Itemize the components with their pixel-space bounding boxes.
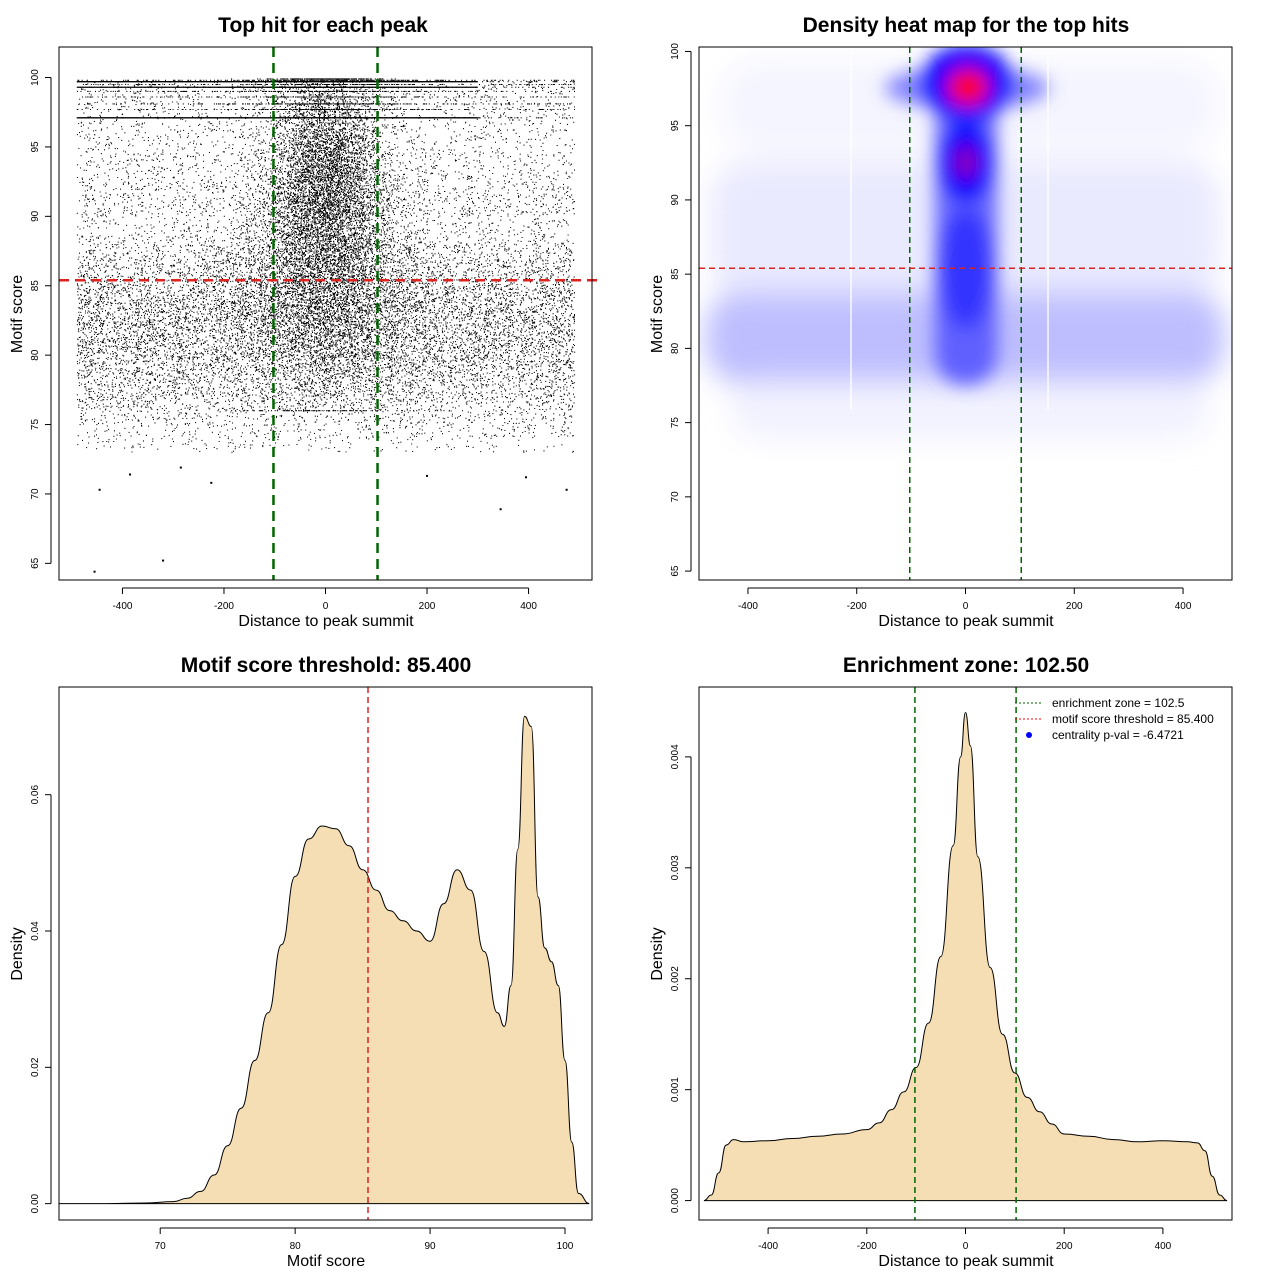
heatmap-plot-box: [698, 46, 1233, 581]
scatter-outlier-point: [426, 474, 429, 477]
panel-score-density: Motif score threshold: 85.400 Motif scor…: [9, 654, 593, 1270]
score-density-x-axis: 70 80 90 100: [155, 1227, 574, 1252]
scatter-y-tick-label: 85: [30, 280, 41, 292]
distance-density-x-tick-label: 400: [1155, 1241, 1172, 1252]
heatmap-x-tick-label: -400: [738, 601, 758, 612]
distance-density-x-tick-label: -400: [758, 1241, 778, 1252]
scatter-outlier-point: [179, 466, 182, 469]
distance-density-y-axis: 0.000 0.001 0.002 0.003 0.004: [670, 744, 692, 1213]
distance-density-plot-box: [698, 686, 1233, 1221]
score-density-y-tick-label: 0.06: [30, 785, 41, 805]
scatter-x-tick-label: 400: [520, 601, 537, 612]
scatter-outlier-point: [565, 488, 568, 491]
distance-density-y-tick-label: 0.003: [670, 855, 681, 880]
scatter-x-tick-label: -200: [214, 601, 234, 612]
score-density-plot-box: [58, 686, 593, 1221]
scatter-outlier-point: [525, 476, 528, 479]
score-density-y-axis: 0.00 0.02 0.04 0.06: [30, 785, 52, 1213]
heatmap-x-tick-label: 400: [1175, 601, 1192, 612]
heatmap-x-axis: -400 -200 0 200 400: [738, 587, 1192, 612]
score-density-x-tick-label: 90: [425, 1241, 437, 1252]
scatter-y-tick-label: 90: [30, 210, 41, 222]
heatmap-xlabel: Distance to peak summit: [878, 613, 1054, 630]
scatter-y-axis: 65 70 75 80 85 90 95 100: [30, 69, 52, 569]
scatter-plot-box: [58, 46, 593, 581]
distance-density-xlabel: Distance to peak summit: [878, 1253, 1054, 1270]
score-density-xlabel: Motif score: [287, 1253, 365, 1270]
scatter-y-tick-label: 80: [30, 349, 41, 361]
heatmap-ylabel: Motif score: [649, 275, 666, 353]
heatmap-y-tick-label: 80: [670, 342, 681, 354]
scatter-y-tick-label: 95: [30, 141, 41, 153]
score-density-title: Motif score threshold: 85.400: [181, 654, 472, 677]
scatter-y-tick-label: 70: [30, 488, 41, 500]
score-density-curve: [59, 715, 590, 1205]
scatter-x-tick-label: 0: [323, 601, 329, 612]
distance-density-ylabel: Density: [649, 927, 666, 980]
scatter-xlabel: Distance to peak summit: [238, 613, 414, 630]
distance-density-y-tick-label: 0.004: [670, 744, 681, 769]
score-density-ylabel: Density: [9, 927, 26, 980]
scatter-ylabel: Motif score: [9, 275, 26, 353]
heatmap-y-tick-label: 70: [670, 491, 681, 503]
heatmap-y-tick-label: 65: [670, 565, 681, 577]
score-density-x-tick-label: 70: [155, 1241, 167, 1252]
distance-density-x-tick-label: 200: [1056, 1241, 1073, 1252]
scatter-outlier-point: [93, 570, 96, 573]
scatter-outlier-point: [499, 508, 502, 511]
score-density-y-tick-label: 0.00: [30, 1193, 41, 1213]
legend-pval-point: [1026, 732, 1032, 738]
distance-density-x-axis: -400 -200 0 200 400: [758, 1227, 1172, 1252]
score-density-x-tick-label: 100: [557, 1241, 574, 1252]
distance-density-y-tick-label: 0.001: [670, 1077, 681, 1102]
panel-heatmap: Density heat map for the top hits Distan…: [649, 14, 1233, 630]
score-density-y-tick-label: 0.02: [30, 1057, 41, 1077]
panel-scatter: Top hit for each peak Distance to peak s…: [9, 14, 598, 630]
heatmap-core: [885, 47, 1049, 385]
scatter-y-tick-label: 65: [30, 557, 41, 569]
scatter-title: Top hit for each peak: [218, 14, 428, 37]
heatmap-title: Density heat map for the top hits: [803, 14, 1130, 37]
scatter-points: [76, 78, 576, 573]
scatter-outlier-point: [129, 473, 132, 476]
scatter-x-tick-label: -400: [112, 601, 132, 612]
heatmap-reference-lines: [699, 47, 1232, 580]
heatmap-x-tick-label: -200: [847, 601, 867, 612]
panel-distance-density: Enrichment zone: 102.50 Distance to peak…: [649, 654, 1233, 1270]
scatter-y-tick-label: 75: [30, 419, 41, 431]
heatmap-density: [699, 47, 1232, 580]
scatter-reference-lines: [59, 47, 598, 580]
heatmap-y-tick-label: 100: [670, 43, 681, 60]
legend-enrichment-label: enrichment zone = 102.5: [1052, 696, 1185, 710]
heatmap-y-axis: 65 70 75 80 85 90 95 100: [670, 43, 692, 577]
legend-threshold-label: motif score threshold = 85.400: [1052, 712, 1214, 726]
distance-density-y-tick-label: 0.002: [670, 966, 681, 991]
score-density-y-tick-label: 0.04: [30, 921, 41, 941]
scatter-point-cloud: [76, 78, 576, 453]
heatmap-x-tick-label: 200: [1066, 601, 1083, 612]
score-density-x-tick-label: 80: [290, 1241, 302, 1252]
legend-pval-label: centrality p-val = -6.4721: [1052, 728, 1184, 742]
distance-density-x-tick-label: -200: [857, 1241, 877, 1252]
scatter-x-tick-label: 200: [419, 601, 436, 612]
distance-density-y-tick-label: 0.000: [670, 1188, 681, 1213]
scatter-outlier-point: [210, 481, 213, 484]
heatmap-y-tick-label: 75: [670, 417, 681, 429]
legend: enrichment zone = 102.5 motif score thre…: [1015, 696, 1214, 742]
heatmap-x-tick-label: 0: [963, 601, 969, 612]
scatter-outlier-point: [98, 488, 101, 491]
heatmap-y-tick-label: 90: [670, 194, 681, 206]
scatter-y-tick-label: 100: [30, 69, 41, 86]
heatmap-y-tick-label: 85: [670, 268, 681, 280]
distance-density-curve: [703, 711, 1228, 1202]
scatter-outlier-point: [162, 559, 165, 562]
scatter-x-axis: -400 -200 0 200 400: [112, 587, 537, 612]
heatmap-y-tick-label: 95: [670, 120, 681, 132]
distance-density-reference-lines: [914, 687, 1017, 1220]
distance-density-x-tick-label: 0: [963, 1241, 969, 1252]
distance-density-title: Enrichment zone: 102.50: [843, 654, 1089, 677]
